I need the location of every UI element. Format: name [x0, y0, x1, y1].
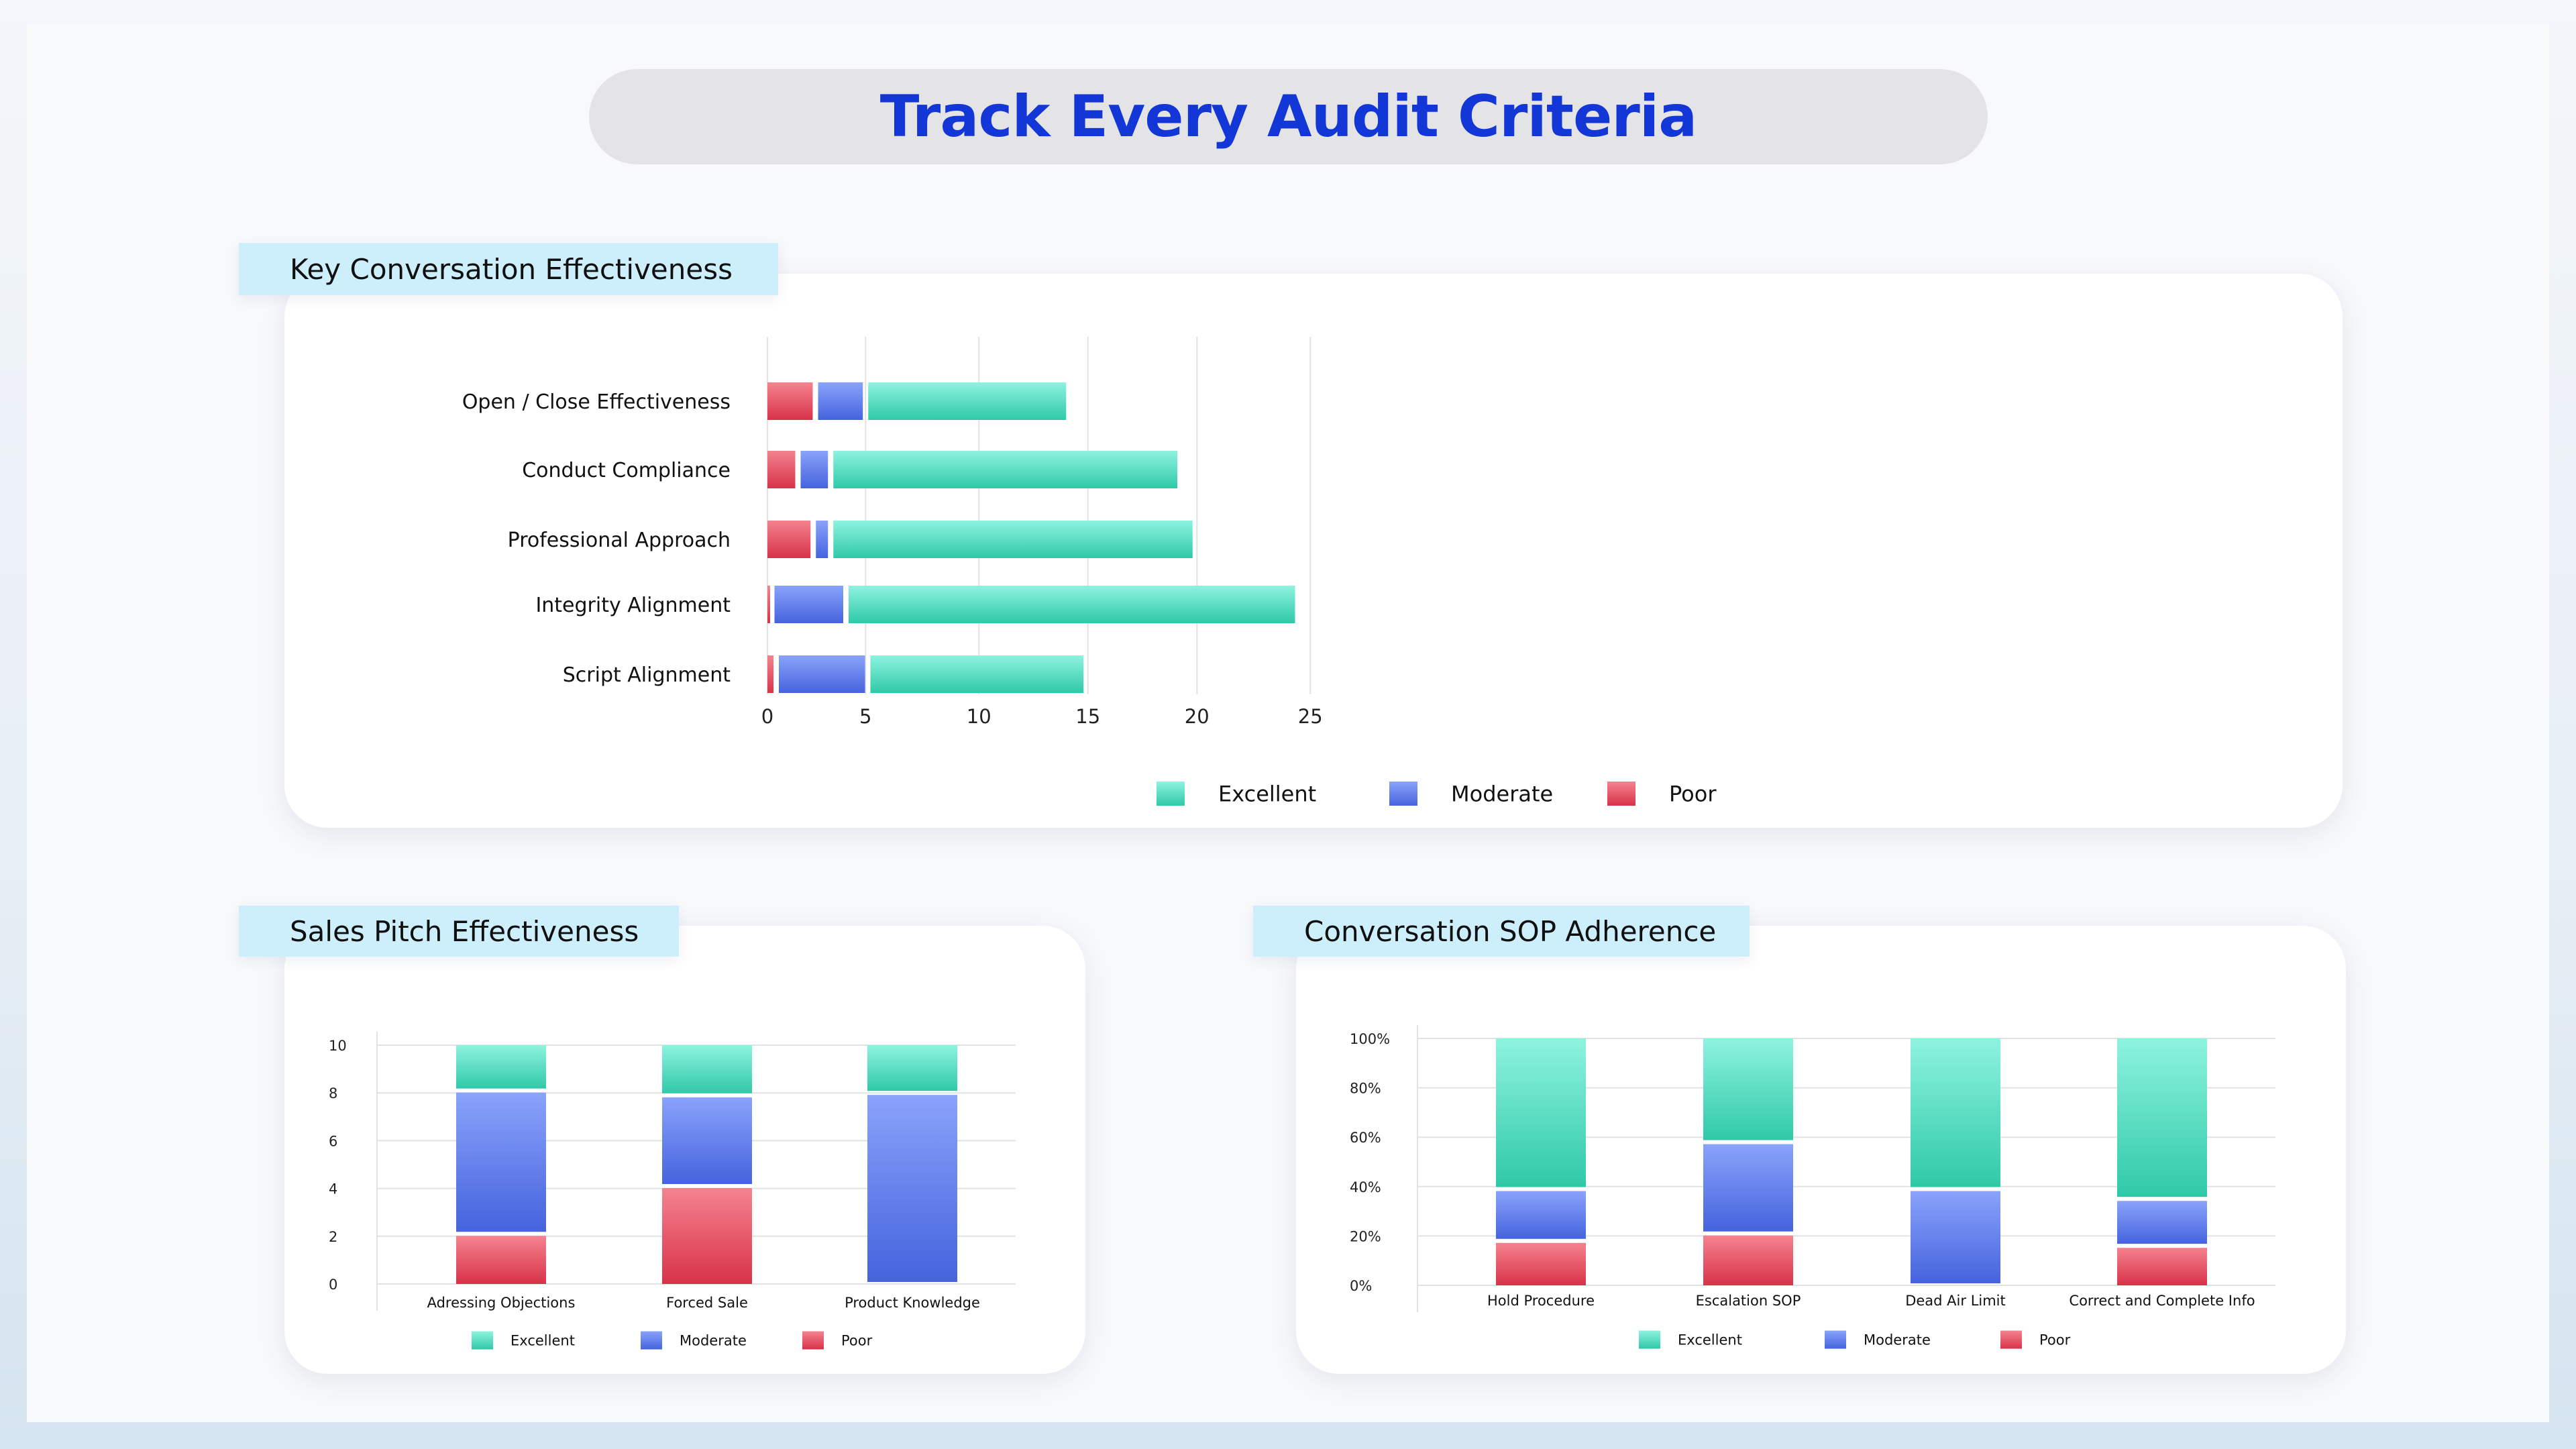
- category-label: Integrity Alignment: [535, 594, 731, 617]
- bar-moderate: [774, 586, 843, 623]
- bar-moderate: [1703, 1144, 1793, 1232]
- category-label: Adressing Objections: [427, 1295, 576, 1311]
- legend-swatch-excellent: [1157, 782, 1185, 806]
- bar-poor: [1496, 1242, 1586, 1285]
- key-conversation-card: [284, 274, 2343, 828]
- bar-moderate: [867, 1095, 957, 1282]
- bar-poor: [767, 655, 773, 693]
- category-label: Professional Approach: [508, 529, 731, 552]
- bar-excellent: [456, 1045, 546, 1089]
- bar-excellent: [1911, 1038, 2000, 1187]
- x-tick-label: 5: [859, 705, 871, 728]
- bar-moderate: [456, 1092, 546, 1232]
- bar-moderate: [779, 655, 865, 693]
- page-title: Track Every Audit Criteria: [879, 83, 1698, 150]
- legend-label-moderate: Moderate: [1451, 782, 1553, 807]
- bar-poor: [662, 1188, 752, 1284]
- y-tick-label: 80%: [1350, 1081, 1381, 1097]
- sales-pitch-chart: 0 2 4 6 8 10 Adressing Objections Forced Sale Pr…: [329, 1032, 1016, 1350]
- bar-excellent: [868, 382, 1067, 420]
- sop-adherence-label: Conversation SOP Adherence: [1253, 906, 1750, 957]
- legend-label-poor: Poor: [2039, 1332, 2071, 1348]
- bar-poor: [767, 586, 770, 623]
- legend-label-excellent: Excellent: [511, 1333, 575, 1349]
- bar-moderate: [818, 382, 863, 420]
- bar-excellent: [849, 586, 1295, 623]
- key-conversation-chart: 0 5 10 15 20 25 Open / Close Effectiveness Cond…: [462, 337, 1717, 807]
- category-label: Hold Procedure: [1487, 1293, 1595, 1309]
- legend-swatch-poor: [2000, 1330, 2022, 1349]
- bar-moderate: [1496, 1191, 1586, 1239]
- bar-moderate: [816, 521, 828, 558]
- legend-swatch-moderate: [1389, 782, 1417, 806]
- x-tick-label: 20: [1185, 705, 1210, 728]
- legend-swatch-excellent: [1639, 1330, 1660, 1349]
- y-tick-label: 40%: [1350, 1179, 1381, 1195]
- legend-swatch-poor: [802, 1331, 824, 1350]
- bar-poor: [767, 451, 796, 488]
- category-label: Correct and Complete Info: [2069, 1293, 2255, 1309]
- bar-moderate: [800, 451, 828, 488]
- bar-excellent: [662, 1045, 752, 1093]
- sales-pitch-label: Sales Pitch Effectiveness: [239, 906, 679, 957]
- sop-adherence-label-text: Conversation SOP Adherence: [1304, 914, 1717, 948]
- legend-swatch-poor: [1607, 782, 1635, 806]
- y-tick-label: 0: [329, 1277, 337, 1293]
- legend-swatch-excellent: [472, 1331, 493, 1350]
- category-label: Dead Air Limit: [1905, 1293, 2006, 1309]
- y-tick-label: 4: [329, 1181, 337, 1197]
- y-tick-label: 2: [329, 1229, 337, 1245]
- y-tick-label: 8: [329, 1085, 337, 1102]
- y-tick-label: 20%: [1350, 1228, 1381, 1244]
- bar-poor: [767, 382, 813, 420]
- legend-label-moderate: Moderate: [1864, 1332, 1931, 1348]
- bar-excellent: [833, 521, 1193, 558]
- bar-excellent: [2117, 1038, 2207, 1197]
- x-tick-label: 15: [1075, 705, 1100, 728]
- bar-poor: [2117, 1248, 2207, 1285]
- bar-excellent: [833, 451, 1177, 488]
- sales-pitch-label-text: Sales Pitch Effectiveness: [290, 914, 639, 948]
- category-label: Forced Sale: [666, 1295, 748, 1311]
- key-conversation-label-text: Key Conversation Effectiveness: [290, 252, 733, 286]
- legend-label-excellent: Excellent: [1218, 782, 1316, 807]
- category-label: Escalation SOP: [1696, 1293, 1801, 1309]
- legend-swatch-moderate: [1825, 1330, 1846, 1349]
- category-label: Open / Close Effectiveness: [462, 390, 731, 414]
- bar-excellent: [870, 655, 1084, 693]
- category-label: Script Alignment: [563, 663, 731, 687]
- bar-poor: [1703, 1235, 1793, 1285]
- legend-label-moderate: Moderate: [680, 1333, 747, 1349]
- x-tick-label: 25: [1298, 705, 1323, 728]
- bar-moderate: [1911, 1191, 2000, 1283]
- x-tick-label: 10: [967, 705, 991, 728]
- bar-poor: [456, 1236, 546, 1284]
- category-label: Conduct Compliance: [522, 459, 731, 482]
- y-tick-label: 0%: [1350, 1278, 1372, 1294]
- y-tick-label: 100%: [1350, 1031, 1390, 1047]
- bar-moderate: [2117, 1201, 2207, 1244]
- sop-adherence-chart: 0% 20% 40% 60% 80% 100% Hold Procedure Escalati…: [1350, 1025, 2275, 1349]
- legend-swatch-moderate: [641, 1331, 662, 1350]
- y-tick-label: 60%: [1350, 1130, 1381, 1146]
- bar-excellent: [1496, 1038, 1586, 1187]
- bar-moderate: [662, 1097, 752, 1185]
- bar-poor: [767, 521, 811, 558]
- category-label: Product Knowledge: [845, 1295, 980, 1311]
- legend-label-excellent: Excellent: [1678, 1332, 1742, 1348]
- y-tick-label: 10: [329, 1038, 347, 1054]
- legend-label-poor: Poor: [1669, 782, 1717, 807]
- bar-excellent: [867, 1045, 957, 1091]
- key-conversation-label: Key Conversation Effectiveness: [239, 243, 778, 295]
- bar-excellent: [1703, 1038, 1793, 1140]
- y-tick-label: 6: [329, 1133, 337, 1149]
- x-tick-label: 0: [761, 705, 773, 728]
- legend-label-poor: Poor: [841, 1333, 873, 1349]
- title-banner: Track Every Audit Criteria: [589, 69, 1988, 164]
